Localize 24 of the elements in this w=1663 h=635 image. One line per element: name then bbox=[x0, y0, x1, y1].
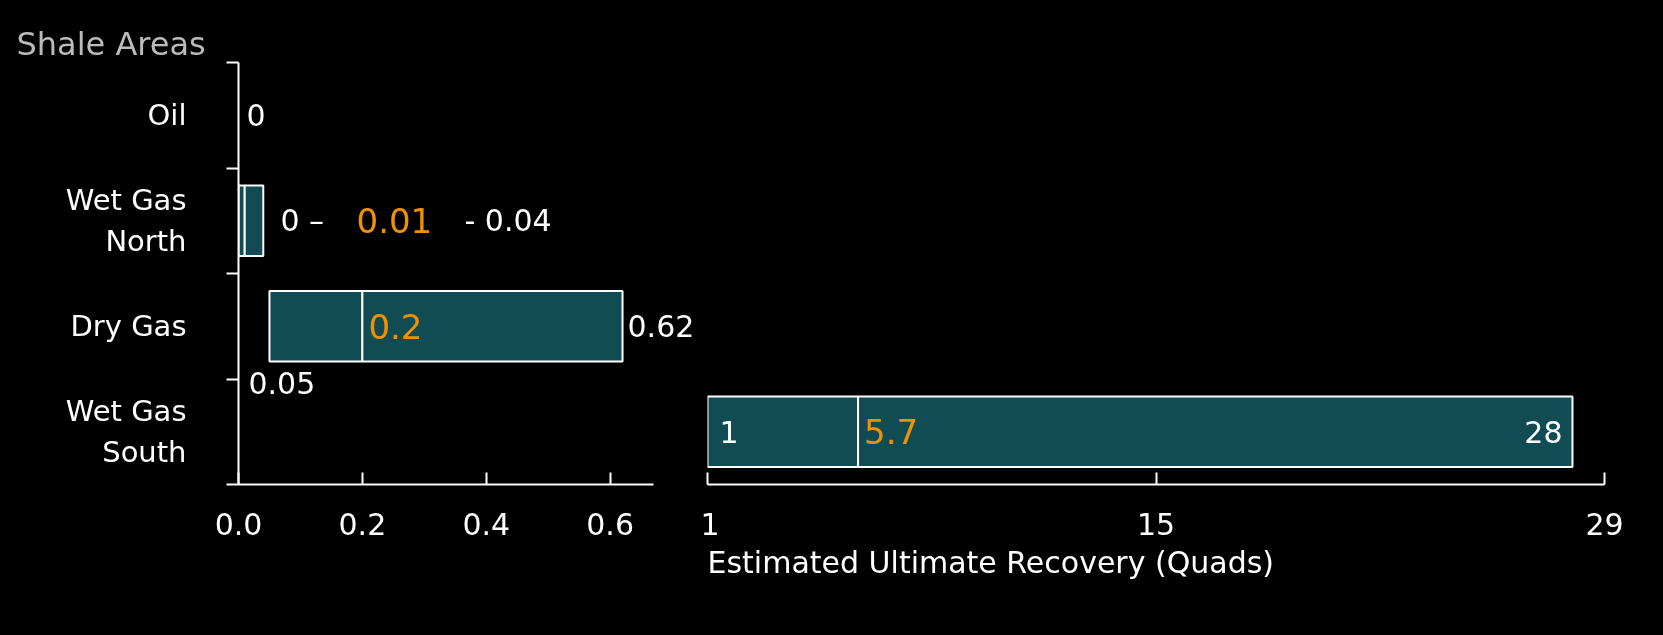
y-tick-label: Wet Gas South bbox=[65, 394, 187, 470]
x-axis-title: Estimated Ultimate Recovery (Quads) bbox=[707, 544, 1275, 580]
x-tick-label: 0.6 bbox=[586, 506, 635, 542]
annotation: 0 – bbox=[280, 203, 325, 239]
y-tick-label: Wet Gas North bbox=[65, 183, 187, 259]
x-tick-label: 29 bbox=[1585, 506, 1624, 542]
x-tick-label: 0.4 bbox=[462, 506, 511, 542]
annotation: 0.01 bbox=[356, 201, 433, 242]
annotation: 0.05 bbox=[248, 366, 316, 402]
y-tick-label: Dry Gas bbox=[70, 309, 187, 344]
annotation: 28 bbox=[1524, 414, 1563, 450]
annotation: 1 bbox=[719, 414, 739, 450]
annotation: 0.2 bbox=[368, 306, 423, 347]
y-tick-label: Oil bbox=[147, 98, 187, 133]
y-axis-title: Shale Areas bbox=[16, 24, 206, 63]
x-tick-label: 0.0 bbox=[214, 506, 263, 542]
x-tick-label: 15 bbox=[1136, 506, 1176, 542]
annotation: 5.7 bbox=[864, 412, 919, 453]
x-tick-label: 1 bbox=[700, 506, 720, 542]
annotation: - 0.04 bbox=[464, 203, 552, 239]
x-tick-label: 0.2 bbox=[338, 506, 387, 542]
annotation: 0 bbox=[246, 98, 266, 134]
annotation: 0.62 bbox=[627, 309, 695, 345]
bar bbox=[243, 184, 265, 258]
